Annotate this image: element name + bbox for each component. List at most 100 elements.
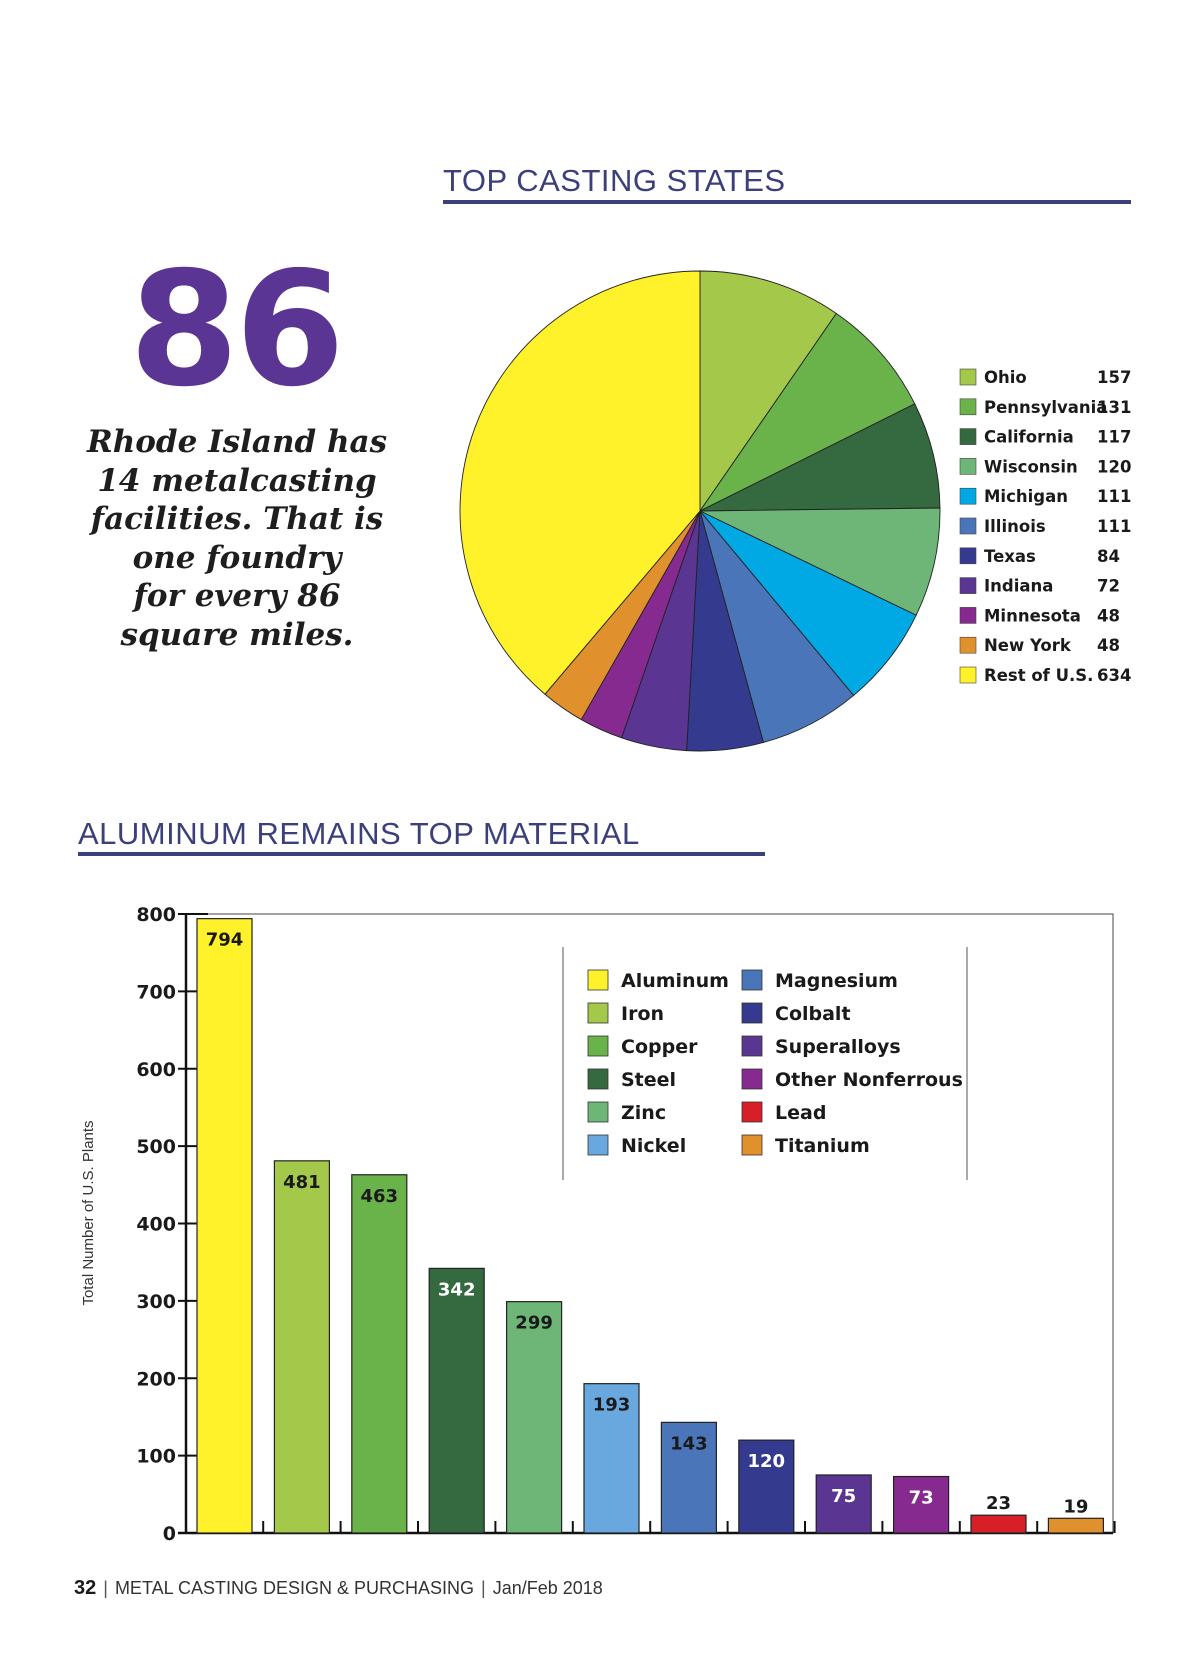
pie-legend-swatch (959, 666, 977, 684)
bar-iron (273, 1160, 330, 1534)
publication-name: METAL CASTING DESIGN & PURCHASING (114, 1578, 474, 1598)
pie-title-rule (443, 200, 1131, 204)
bar-lead (970, 1514, 1027, 1534)
bar-superalloys (815, 1474, 872, 1534)
pie-legend-swatch (959, 547, 977, 565)
bar-value-label: 143 (670, 1433, 708, 1454)
bar-copper (351, 1174, 408, 1534)
pie-legend-value: 84 (1097, 547, 1120, 566)
bar-legend-swatch (741, 1134, 763, 1156)
bar-value-label: 193 (593, 1395, 631, 1416)
bar-legend-swatch (741, 1101, 763, 1123)
bar-value-label: 75 (831, 1486, 856, 1507)
bar-value-label: 120 (748, 1451, 786, 1472)
big-stat-line: Rhode Island has (86, 424, 388, 460)
pie-legend-label: Wisconsin (984, 457, 1078, 476)
y-tick-label: 0 (163, 1523, 176, 1545)
pie-legend-value: 634 (1097, 666, 1131, 685)
bar-chart-title: ALUMINUM REMAINS TOP MATERIAL (78, 816, 640, 851)
pie-legend-swatch (959, 636, 977, 654)
bar-legend-swatch (587, 1002, 609, 1024)
pie-legend-swatch (959, 458, 977, 475)
pie-legend-swatch (959, 487, 977, 505)
pie-legend-label: Indiana (984, 577, 1053, 596)
big-stat-line: one foundry (132, 539, 342, 576)
big-stat-line: square miles. (120, 616, 354, 653)
bar-legend-swatch (587, 1134, 609, 1156)
big-stat-line: 14 metalcasting (97, 462, 377, 499)
bar-value-label: 481 (283, 1172, 321, 1193)
bar-nickel (583, 1383, 640, 1534)
big-stat-line: facilities. That is (90, 501, 384, 537)
bar-value-label: 73 (909, 1488, 934, 1509)
big-stat-text: Rhode Island has 14 metalcasting facilitie… (72, 423, 402, 654)
pie-slice-wisconsin (699, 507, 941, 616)
pie-legend-swatch (959, 577, 977, 594)
bar-legend-label: Magnesium (775, 970, 898, 992)
y-tick-label: 500 (136, 1136, 176, 1158)
pie-legend-value: 72 (1097, 577, 1120, 596)
pie-legend-value: 131 (1097, 398, 1131, 417)
y-axis-label: Total Number of U.S. Plants (80, 1120, 97, 1305)
pie-legend-label: Pennsylvania (984, 398, 1107, 417)
y-tick-label: 800 (136, 904, 176, 926)
pie-legend-label: New York (984, 636, 1072, 655)
pie-slice-ohio (699, 270, 837, 513)
bar-legend-label: Colbalt (775, 1003, 851, 1025)
bar-legend-swatch (587, 969, 609, 991)
y-tick-label: 100 (136, 1446, 176, 1468)
pie-legend-value: 157 (1097, 368, 1131, 387)
bar-legend-label: Lead (775, 1102, 826, 1124)
bar-legend-label: Zinc (621, 1102, 666, 1124)
pie-legend-label: Michigan (984, 487, 1068, 506)
issue-date: Jan/Feb 2018 (492, 1578, 603, 1598)
bar-value-label: 342 (438, 1279, 476, 1300)
bar-legend-swatch (741, 969, 763, 991)
big-stat-number: 86 (129, 238, 345, 422)
pie-legend-label: Texas (984, 547, 1036, 566)
bar-legend-label: Iron (621, 1003, 664, 1025)
bar-title-rule (78, 852, 765, 856)
bar-legend-label: Steel (621, 1069, 676, 1091)
bar-legend-label: Titanium (775, 1135, 870, 1157)
bar-value-label: 23 (986, 1493, 1011, 1514)
bar-legend-swatch (741, 1035, 763, 1057)
pie-slice-california (699, 403, 941, 512)
bar-legend-label: Superalloys (775, 1036, 901, 1058)
pie-legend-label: Rest of U.S. (984, 666, 1093, 685)
pie-legend-value: 111 (1097, 487, 1131, 506)
pie-legend-value: 111 (1097, 517, 1131, 536)
big-stat-line: for every 86 (133, 578, 341, 614)
pie-legend-label: Minnesota (984, 606, 1081, 625)
pie-legend-label: Illinois (984, 517, 1046, 536)
pie-legend-swatch (959, 428, 977, 445)
page-footer: 32 | METAL CASTING DESIGN & PURCHASING | Jan… (74, 1577, 603, 1599)
pie-legend-value: 120 (1097, 457, 1131, 476)
page-number: 32 (74, 1577, 97, 1599)
y-tick-label: 700 (136, 981, 176, 1003)
bar-legend-swatch (741, 1002, 763, 1024)
y-tick-label: 400 (136, 1214, 176, 1236)
pie-slice-pennsylvania (699, 312, 916, 512)
bar-zinc (506, 1301, 563, 1534)
bar-value-label: 19 (1063, 1496, 1088, 1517)
pie-legend-swatch (959, 517, 977, 535)
pie-slice-rest-of-u-s (459, 270, 701, 695)
bar-value-label: 794 (206, 930, 244, 951)
bar-titanium (1047, 1517, 1105, 1534)
y-tick-label: 600 (136, 1059, 176, 1081)
y-tick-label: 300 (136, 1291, 176, 1313)
bar-value-label: 299 (515, 1313, 553, 1334)
pie-legend-value: 48 (1097, 606, 1120, 625)
bar-value-label: 463 (361, 1186, 399, 1207)
bar-legend-swatch (587, 1101, 609, 1123)
bar-legend-label: Nickel (621, 1135, 686, 1157)
pie-legend-value: 48 (1097, 636, 1120, 655)
pie-legend-swatch (959, 368, 977, 386)
pie-legend-label: Ohio (984, 368, 1027, 387)
bar-aluminum (196, 918, 253, 1534)
bar-magnesium (660, 1421, 718, 1534)
pie-legend-label: California (984, 428, 1074, 447)
bar-legend-swatch (587, 1035, 609, 1057)
